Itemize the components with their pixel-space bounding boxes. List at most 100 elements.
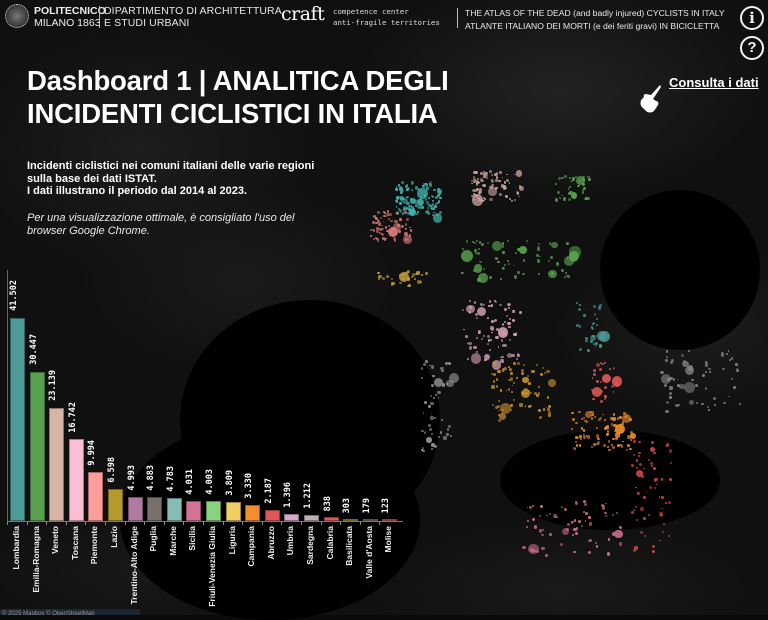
incident-dot[interactable] <box>473 198 475 201</box>
incident-dot[interactable] <box>428 424 431 427</box>
incident-dot[interactable] <box>385 226 388 229</box>
incident-dot[interactable] <box>573 550 576 554</box>
incident-dot[interactable] <box>603 397 607 401</box>
incident-dot[interactable] <box>406 201 410 205</box>
incident-dot[interactable] <box>404 185 408 189</box>
incident-dot[interactable] <box>713 397 716 400</box>
incident-dot[interactable] <box>391 283 394 286</box>
incident-dot[interactable] <box>522 259 526 262</box>
incident-dot[interactable] <box>648 514 651 517</box>
incident-dot[interactable] <box>420 204 422 207</box>
incident-dot[interactable] <box>506 352 513 358</box>
incident-dot[interactable] <box>437 391 441 395</box>
incident-dot[interactable] <box>669 386 673 390</box>
incident-dot[interactable] <box>602 507 606 511</box>
incident-dot[interactable] <box>477 272 488 283</box>
incident-dot[interactable] <box>509 338 512 341</box>
incident-dot[interactable] <box>582 433 585 436</box>
incident-dot[interactable] <box>438 211 442 215</box>
bar-group[interactable]: 16.742 Toscana <box>65 270 86 615</box>
incident-dot[interactable] <box>602 505 606 509</box>
incident-dot[interactable] <box>592 322 594 325</box>
incident-dot[interactable] <box>446 383 448 385</box>
incident-dot[interactable] <box>638 451 641 455</box>
incident-dot[interactable] <box>386 230 389 233</box>
incident-dot[interactable] <box>433 396 435 399</box>
incident-dot[interactable] <box>491 404 495 407</box>
incident-dot[interactable] <box>669 478 673 482</box>
incident-dot[interactable] <box>614 382 619 386</box>
incident-dot[interactable] <box>389 212 393 216</box>
incident-dot[interactable] <box>523 364 526 367</box>
incident-dot[interactable] <box>654 478 658 482</box>
bar-group[interactable]: 123 Molise <box>379 270 399 615</box>
incident-dot[interactable] <box>421 185 426 189</box>
incident-dot[interactable] <box>426 210 430 214</box>
incident-dot[interactable] <box>664 444 667 447</box>
incident-dot[interactable] <box>596 440 600 445</box>
incident-dot[interactable] <box>612 390 615 393</box>
incident-dot[interactable] <box>473 170 477 175</box>
incident-dot[interactable] <box>695 384 698 387</box>
incident-dot[interactable] <box>653 451 656 455</box>
incident-dot[interactable] <box>708 409 710 411</box>
incident-dot[interactable] <box>374 221 378 225</box>
incident-dot[interactable] <box>588 540 591 543</box>
incident-dot[interactable] <box>505 315 508 317</box>
incident-dot[interactable] <box>705 362 708 365</box>
incident-dot[interactable] <box>570 411 574 415</box>
incident-dot[interactable] <box>502 251 505 254</box>
incident-dot[interactable] <box>598 344 603 348</box>
incident-dot[interactable] <box>498 414 500 416</box>
incident-dot[interactable] <box>507 321 511 326</box>
incident-dot[interactable] <box>510 391 514 394</box>
incident-dot[interactable] <box>633 440 636 443</box>
incident-dot[interactable] <box>466 357 470 361</box>
incident-dot[interactable] <box>397 223 401 228</box>
incident-dot[interactable] <box>400 186 403 188</box>
incident-dot[interactable] <box>608 448 612 452</box>
incident-dot[interactable] <box>409 209 417 217</box>
incident-dot[interactable] <box>517 353 521 357</box>
incident-dot[interactable] <box>629 447 632 451</box>
incident-dot[interactable] <box>430 416 434 420</box>
incident-dot[interactable] <box>635 466 639 470</box>
incident-dot[interactable] <box>538 515 541 518</box>
incident-dot[interactable] <box>611 532 616 536</box>
incident-dot[interactable] <box>621 423 624 426</box>
incident-dot[interactable] <box>491 372 494 375</box>
incident-dot[interactable] <box>498 400 500 402</box>
incident-dot[interactable] <box>548 414 551 417</box>
incident-dot[interactable] <box>542 367 545 370</box>
incident-dot[interactable] <box>398 196 402 200</box>
incident-dot[interactable] <box>437 435 440 438</box>
incident-dot[interactable] <box>520 368 525 373</box>
incident-dot[interactable] <box>575 301 578 304</box>
incident-dot[interactable] <box>492 361 496 365</box>
incident-dot[interactable] <box>392 237 396 241</box>
incident-dot[interactable] <box>376 211 380 215</box>
incident-dot[interactable] <box>483 353 490 360</box>
incident-dot[interactable] <box>558 197 561 200</box>
incident-dot[interactable] <box>426 187 430 191</box>
incident-dot[interactable] <box>508 306 511 309</box>
incident-dot[interactable] <box>508 378 511 382</box>
incident-dot[interactable] <box>391 228 394 231</box>
incident-dot[interactable] <box>618 525 623 530</box>
incident-dot[interactable] <box>586 420 589 423</box>
incident-dot[interactable] <box>585 339 588 343</box>
incident-dot[interactable] <box>427 405 431 409</box>
incident-dot[interactable] <box>578 435 582 439</box>
incident-dot[interactable] <box>408 208 411 211</box>
incident-dot[interactable] <box>582 179 585 182</box>
incident-dot[interactable] <box>536 259 540 263</box>
incident-dot[interactable] <box>614 432 621 438</box>
incident-dot[interactable] <box>534 392 537 395</box>
incident-dot[interactable] <box>482 268 485 271</box>
incident-dot[interactable] <box>431 432 434 435</box>
incident-dot[interactable] <box>736 369 740 373</box>
incident-dot[interactable] <box>470 180 474 183</box>
incident-dot[interactable] <box>410 210 413 213</box>
incident-dot[interactable] <box>473 301 477 304</box>
incident-dot[interactable] <box>590 326 594 329</box>
